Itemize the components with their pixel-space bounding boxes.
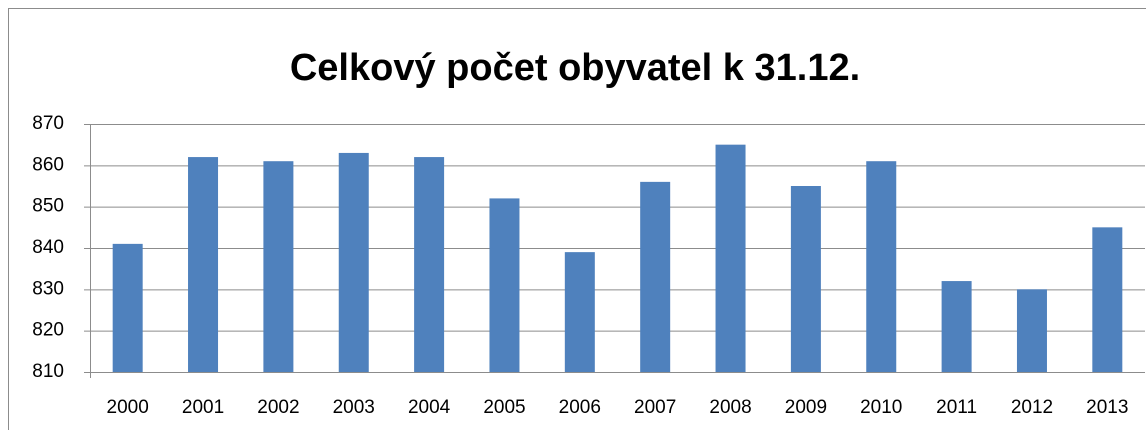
- y-tick-label: 860: [32, 154, 64, 175]
- chart-title: Celkový počet obyvatel k 31.12.: [290, 47, 860, 89]
- bar: [338, 152, 369, 372]
- x-tick-label: 2010: [860, 397, 902, 418]
- y-tick-label: 850: [32, 196, 64, 217]
- bar: [715, 144, 746, 372]
- x-tick-label: 2013: [1086, 397, 1128, 418]
- chart-frame: [8, 8, 1146, 430]
- bar: [564, 252, 595, 372]
- bar: [941, 281, 972, 372]
- y-tick-label: 870: [32, 113, 64, 134]
- bar: [640, 181, 671, 372]
- x-tick-label: 2009: [785, 397, 827, 418]
- y-tick-label: 840: [32, 237, 64, 258]
- bar: [790, 186, 821, 372]
- y-tick-label: 820: [32, 320, 64, 341]
- bar: [263, 161, 294, 372]
- x-tick-label: 2007: [634, 397, 676, 418]
- bar: [112, 243, 143, 372]
- y-tick-label: 810: [32, 361, 64, 382]
- x-tick-label: 2004: [408, 397, 451, 418]
- x-tick-label: 2006: [559, 397, 601, 418]
- x-tick-label: 2001: [182, 397, 224, 418]
- x-tick-label: 2008: [709, 397, 751, 418]
- bar: [1016, 289, 1047, 372]
- x-tick-label: 2012: [1011, 397, 1053, 418]
- bar: [414, 157, 445, 372]
- bar: [1092, 227, 1123, 372]
- bar: [188, 157, 219, 372]
- bar: [866, 161, 897, 372]
- x-tick-label: 2000: [107, 397, 149, 418]
- y-tick-label: 830: [32, 278, 64, 299]
- x-tick-label: 2002: [257, 397, 299, 418]
- bar: [489, 198, 520, 372]
- x-tick-label: 2005: [483, 397, 525, 418]
- x-tick-label: 2003: [333, 397, 375, 418]
- x-tick-label: 2011: [936, 397, 977, 418]
